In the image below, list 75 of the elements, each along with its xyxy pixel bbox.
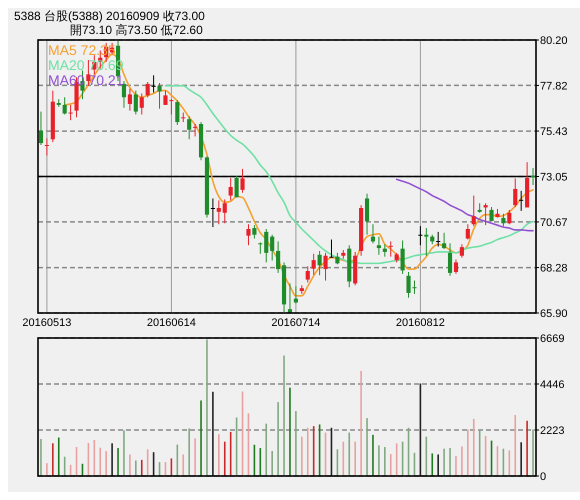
candlestick bbox=[175, 100, 180, 126]
y-tick-label: 0 bbox=[540, 470, 546, 483]
candlestick bbox=[460, 244, 464, 258]
candlestick bbox=[424, 228, 428, 256]
candlestick bbox=[128, 88, 132, 112]
y-tick-label: 73.05 bbox=[540, 171, 568, 184]
chart-title: 5388 台股(5388) 20160909 收73.00 bbox=[14, 9, 206, 23]
candlestick bbox=[484, 202, 488, 226]
candlestick bbox=[513, 178, 518, 208]
candlestick bbox=[519, 190, 524, 212]
candlestick bbox=[140, 92, 144, 115]
candlestick bbox=[181, 112, 186, 123]
candlestick bbox=[187, 116, 192, 140]
x-tick-label: 20160714 bbox=[271, 317, 320, 329]
candlestick bbox=[501, 213, 506, 227]
candlestick bbox=[472, 195, 476, 227]
candlestick bbox=[312, 253, 316, 276]
candlestick bbox=[323, 252, 328, 282]
candlestick bbox=[466, 224, 470, 240]
candlestick bbox=[376, 236, 381, 256]
x-tick-label: 20160513 bbox=[22, 317, 72, 329]
candlestick bbox=[276, 240, 280, 274]
y-tick-label: 80.20 bbox=[540, 34, 568, 47]
candlestick bbox=[234, 175, 239, 198]
candlestick bbox=[406, 271, 411, 298]
candlestick bbox=[454, 259, 458, 274]
candlestick bbox=[489, 206, 494, 222]
candlestick bbox=[436, 231, 440, 248]
candlestick bbox=[240, 168, 245, 194]
candlestick bbox=[412, 280, 417, 294]
candlestick bbox=[193, 124, 198, 137]
candlestick bbox=[44, 138, 49, 156]
candlestick bbox=[382, 244, 387, 258]
chart-subtitle: 開73.10 高73.50 低72.60 bbox=[70, 23, 204, 37]
candlestick bbox=[169, 98, 174, 115]
y-tick-label: 4446 bbox=[540, 378, 564, 391]
candlestick bbox=[507, 209, 512, 225]
candlestick bbox=[394, 252, 399, 263]
candlestick bbox=[246, 224, 251, 246]
candlestick bbox=[418, 226, 422, 246]
y-tick-label: 6669 bbox=[540, 332, 564, 345]
candlestick bbox=[335, 252, 340, 265]
candlestick bbox=[306, 266, 310, 283]
candlestick bbox=[370, 224, 376, 244]
candlestick bbox=[388, 240, 393, 258]
x-tick-label: 20160812 bbox=[396, 317, 445, 329]
candlestick bbox=[68, 104, 73, 121]
candlestick bbox=[442, 232, 446, 250]
y-tick-label: 75.43 bbox=[540, 126, 568, 138]
candlestick bbox=[38, 111, 44, 146]
candlestick bbox=[400, 240, 405, 274]
candlestick bbox=[448, 242, 452, 276]
y-tick-label: 77.82 bbox=[540, 80, 568, 92]
candlestick bbox=[122, 80, 126, 108]
candlestick bbox=[62, 96, 67, 115]
candlestick bbox=[146, 82, 150, 98]
candlestick bbox=[163, 90, 168, 106]
y-tick-label: 2223 bbox=[540, 424, 564, 437]
candlestick bbox=[252, 224, 256, 240]
candlestick bbox=[294, 286, 298, 304]
candlestick bbox=[152, 74, 156, 93]
candlestick bbox=[228, 178, 233, 201]
candlestick bbox=[430, 234, 434, 245]
x-tick-label: 20160614 bbox=[146, 317, 196, 329]
candlestick bbox=[134, 90, 138, 115]
candlestick bbox=[478, 202, 482, 214]
y-tick-label: 68.28 bbox=[540, 262, 568, 274]
candlestick bbox=[210, 198, 215, 228]
y-tick-label: 65.90 bbox=[540, 308, 568, 320]
candlestick bbox=[157, 82, 162, 110]
candlestick bbox=[329, 239, 334, 258]
candlestick bbox=[364, 193, 370, 236]
candlestick bbox=[318, 250, 322, 276]
y-tick-label: 70.67 bbox=[540, 216, 568, 229]
line-series bbox=[396, 178, 534, 232]
